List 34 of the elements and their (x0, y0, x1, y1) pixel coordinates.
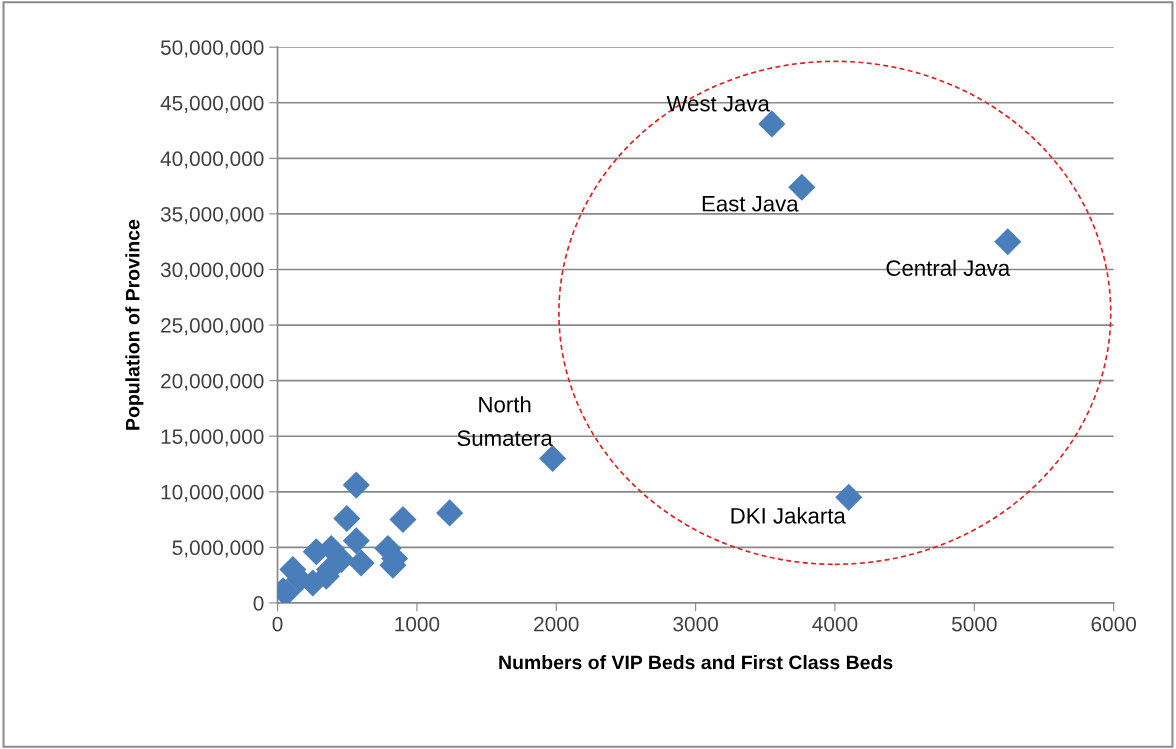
annotation: Central Java (886, 259, 1011, 277)
x-axis-title: Numbers of VIP Beds and First Class Beds (499, 655, 893, 670)
y-axis-title: Population of Province (125, 219, 144, 430)
x-tick-label: 4000 (812, 616, 858, 632)
annotation: West Java (666, 95, 770, 112)
y-tick-label: 50,000,000 (160, 40, 264, 58)
x-tick-label: 6000 (1091, 616, 1137, 632)
x-tick-label: 3000 (673, 616, 718, 632)
x-tick-label: 5000 (951, 616, 997, 632)
point (342, 471, 370, 499)
point (389, 506, 417, 534)
annotation: East Java (702, 196, 799, 212)
point (342, 527, 370, 555)
point (333, 504, 361, 533)
x-tick-label: 0 (272, 616, 283, 632)
y-tick-label: 35,000,000 (160, 206, 264, 225)
y-tick-label: 20,000,000 (161, 373, 264, 391)
point (347, 549, 375, 577)
y-tick-label: 10,000,000 (161, 484, 264, 503)
y-tick-label: 15,000,000 (161, 429, 264, 447)
annotation: North Sumatera (457, 396, 553, 447)
point (436, 499, 464, 527)
y-tick-label: 30,000,000 (160, 262, 264, 280)
point (758, 110, 786, 138)
y-tick-label: 25,000,000 (161, 318, 264, 336)
x-tick-label: 1000 (395, 616, 440, 632)
y-tick-label: 5,000,000 (172, 540, 264, 558)
point (539, 444, 567, 472)
y-tick-label: 45,000,000 (160, 95, 264, 113)
annotation: DKI Jakarta (731, 507, 846, 524)
y-tick-label: 0 (253, 595, 264, 611)
y-tick-label: 40,000,000 (160, 151, 264, 169)
x-tick-label: 2000 (534, 616, 579, 632)
point (994, 228, 1022, 256)
